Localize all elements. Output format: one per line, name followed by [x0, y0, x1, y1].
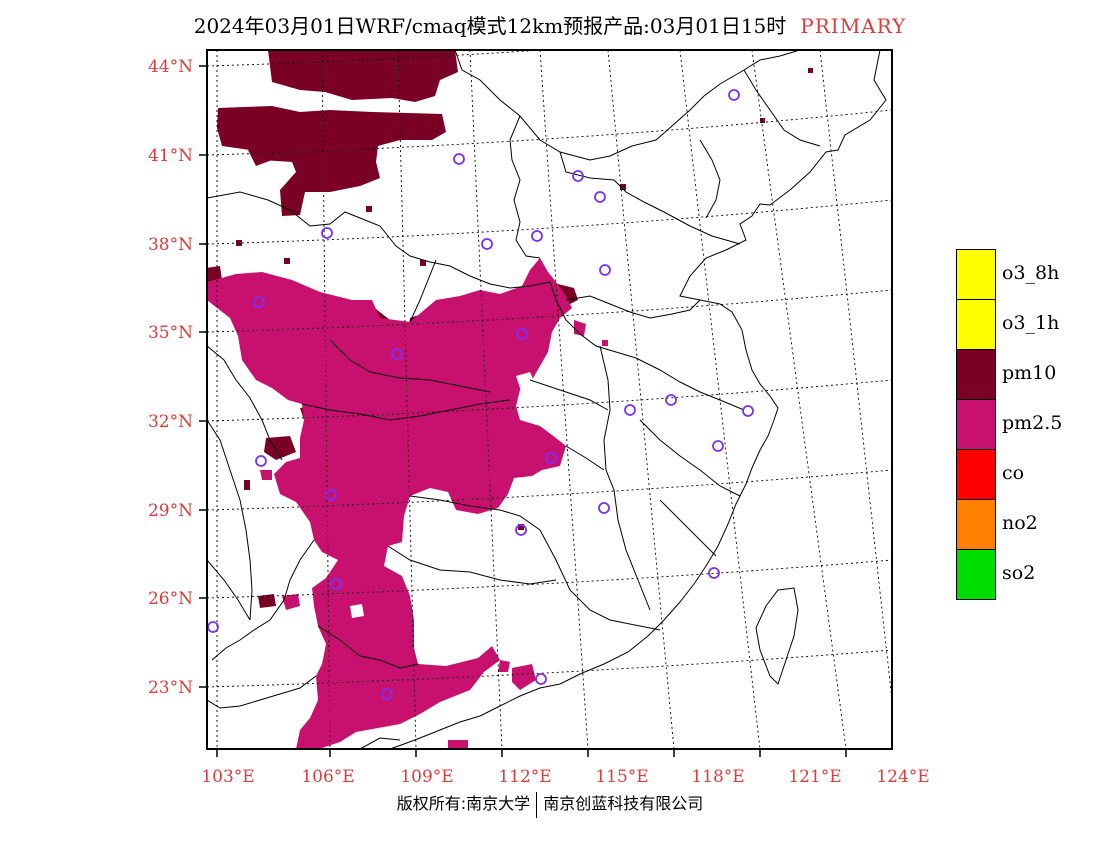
station-marker [599, 264, 611, 276]
station-marker [253, 296, 265, 308]
pm25-gaps [350, 372, 536, 618]
station-marker [742, 405, 754, 417]
station-marker [598, 502, 610, 514]
lat-label: 35°N [148, 323, 193, 343]
legend-swatch [956, 549, 996, 600]
map-title-main: 2024年03月01日WRF/cmaq模式12km预报产品:03月01日15时 [193, 14, 787, 38]
lat-label: 32°N [148, 412, 193, 432]
copyright-footer: 版权所有:南京大学 南京创蓝科技有限公司 [0, 790, 1100, 818]
lon-label: 124°E [876, 767, 929, 787]
lon-label: 118°E [691, 767, 744, 787]
station-marker [545, 452, 557, 464]
pm25-region [207, 258, 608, 749]
lat-label: 23°N [148, 678, 193, 698]
station-marker [381, 688, 393, 700]
legend-swatch [956, 299, 996, 350]
station-marker [515, 524, 527, 536]
legend-swatch [956, 249, 996, 300]
station-marker [594, 191, 606, 203]
lon-label: 121°E [788, 767, 841, 787]
station-marker [330, 578, 342, 590]
station-marker [535, 673, 547, 685]
axis-ticks [199, 65, 847, 757]
lon-label: 106°E [301, 767, 354, 787]
lat-label: 44°N [148, 57, 193, 77]
legend-label: so2 [1002, 562, 1036, 584]
stations [207, 89, 754, 700]
lon-label: 103°E [201, 767, 254, 787]
map-frame [206, 49, 893, 750]
longitude-labels: 103°E 106°E 109°E 112°E 115°E 118°E 121°… [201, 767, 929, 787]
lon-label: 115°E [595, 767, 648, 787]
map-title-tag: PRIMARY [800, 14, 907, 38]
station-marker [572, 170, 584, 182]
legend-swatch [956, 349, 996, 400]
station-marker [728, 89, 740, 101]
station-marker [712, 440, 724, 452]
station-marker [321, 227, 333, 239]
legend-label: no2 [1002, 512, 1038, 534]
station-marker [391, 348, 403, 360]
station-marker [255, 455, 267, 467]
lat-label: 26°N [148, 589, 193, 609]
legend-label: co [1002, 462, 1025, 484]
legend-label: o3_1h [1002, 312, 1060, 334]
station-marker [531, 230, 543, 242]
station-marker [207, 621, 219, 633]
station-marker [624, 404, 636, 416]
legend-swatch [956, 449, 996, 500]
legend-swatch [956, 499, 996, 550]
station-marker [453, 153, 465, 165]
station-marker [481, 238, 493, 250]
latitude-labels: 44°N 41°N 38°N 35°N 32°N 29°N 26°N 23°N [148, 57, 193, 698]
boundaries [207, 50, 887, 749]
copyright-left: 版权所有:南京大学 [396, 794, 531, 813]
legend-label: pm2.5 [1002, 412, 1063, 434]
lon-label: 109°E [400, 767, 453, 787]
legend-label: pm10 [1002, 362, 1057, 384]
station-marker [665, 394, 677, 406]
lat-label: 29°N [148, 501, 193, 521]
legend-label: o3_8h [1002, 262, 1060, 284]
footer-separator [536, 791, 538, 818]
copyright-right: 南京创蓝科技有限公司 [543, 794, 704, 813]
lat-label: 41°N [148, 146, 193, 166]
map-title: 2024年03月01日WRF/cmaq模式12km预报产品:03月01日15时 P… [0, 10, 1100, 39]
station-marker [708, 567, 720, 579]
legend-swatch [956, 399, 996, 450]
lon-label: 112°E [498, 767, 551, 787]
lat-label: 38°N [148, 235, 193, 255]
station-marker [516, 328, 528, 340]
station-marker [325, 489, 337, 501]
